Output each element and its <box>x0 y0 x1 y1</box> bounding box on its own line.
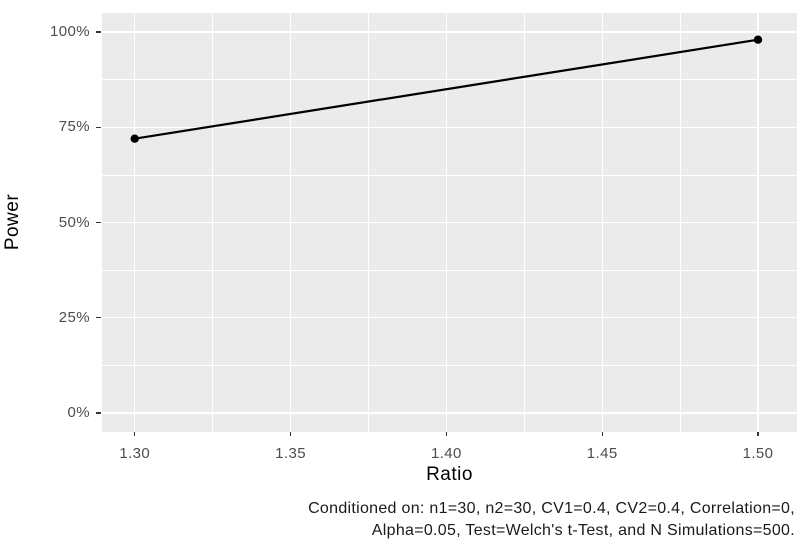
y-tick-label: 100% <box>50 23 90 41</box>
y-tick-label: 0% <box>67 403 90 421</box>
data-point <box>130 134 139 143</box>
power-line-series <box>130 35 763 143</box>
y-tick-mark <box>96 221 101 224</box>
gridline-y-minor <box>102 364 797 366</box>
gridline-y-major <box>102 412 797 414</box>
y-tick-label: 25% <box>58 308 90 326</box>
y-tick-mark <box>96 317 101 319</box>
y-tick-mark <box>96 126 101 128</box>
x-tick-label: 1.50 <box>742 445 774 462</box>
y-axis-title: Power <box>2 193 23 251</box>
series-line <box>134 38 759 140</box>
plot-panel <box>102 13 797 432</box>
y-tick-label: 50% <box>58 213 90 231</box>
x-tick-mark <box>445 432 448 436</box>
plot-caption: Conditioned on: n1=30, n2=30, CV1=0.4, C… <box>308 498 795 542</box>
y-tick-mark <box>96 31 101 33</box>
x-tick-label: 1.40 <box>430 445 462 462</box>
x-axis-title: Ratio <box>426 464 473 485</box>
gridline-y-major <box>102 317 797 319</box>
y-tick-mark <box>96 412 101 414</box>
gridline-y-major <box>102 31 797 33</box>
gridline-y-minor <box>102 79 797 80</box>
gridline-y-minor <box>102 174 797 176</box>
x-tick-label: 1.45 <box>586 445 618 462</box>
data-point <box>753 35 763 44</box>
gridline-y-minor <box>102 269 797 271</box>
gridline-y-major <box>102 126 797 128</box>
x-tick-mark <box>601 432 603 436</box>
gridline-y-major <box>102 221 797 224</box>
x-tick-label: 1.35 <box>275 445 306 462</box>
caption-line-2: Alpha=0.05, Test=Welch's t-Test, and N S… <box>371 522 795 539</box>
y-tick-label: 75% <box>58 118 90 136</box>
x-tick-mark <box>134 432 136 436</box>
x-tick-mark <box>757 432 759 436</box>
caption-line-1: Conditioned on: n1=30, n2=30, CV1=0.4, C… <box>308 500 795 517</box>
x-tick-mark <box>289 432 292 436</box>
x-tick-label: 1.30 <box>119 445 151 462</box>
